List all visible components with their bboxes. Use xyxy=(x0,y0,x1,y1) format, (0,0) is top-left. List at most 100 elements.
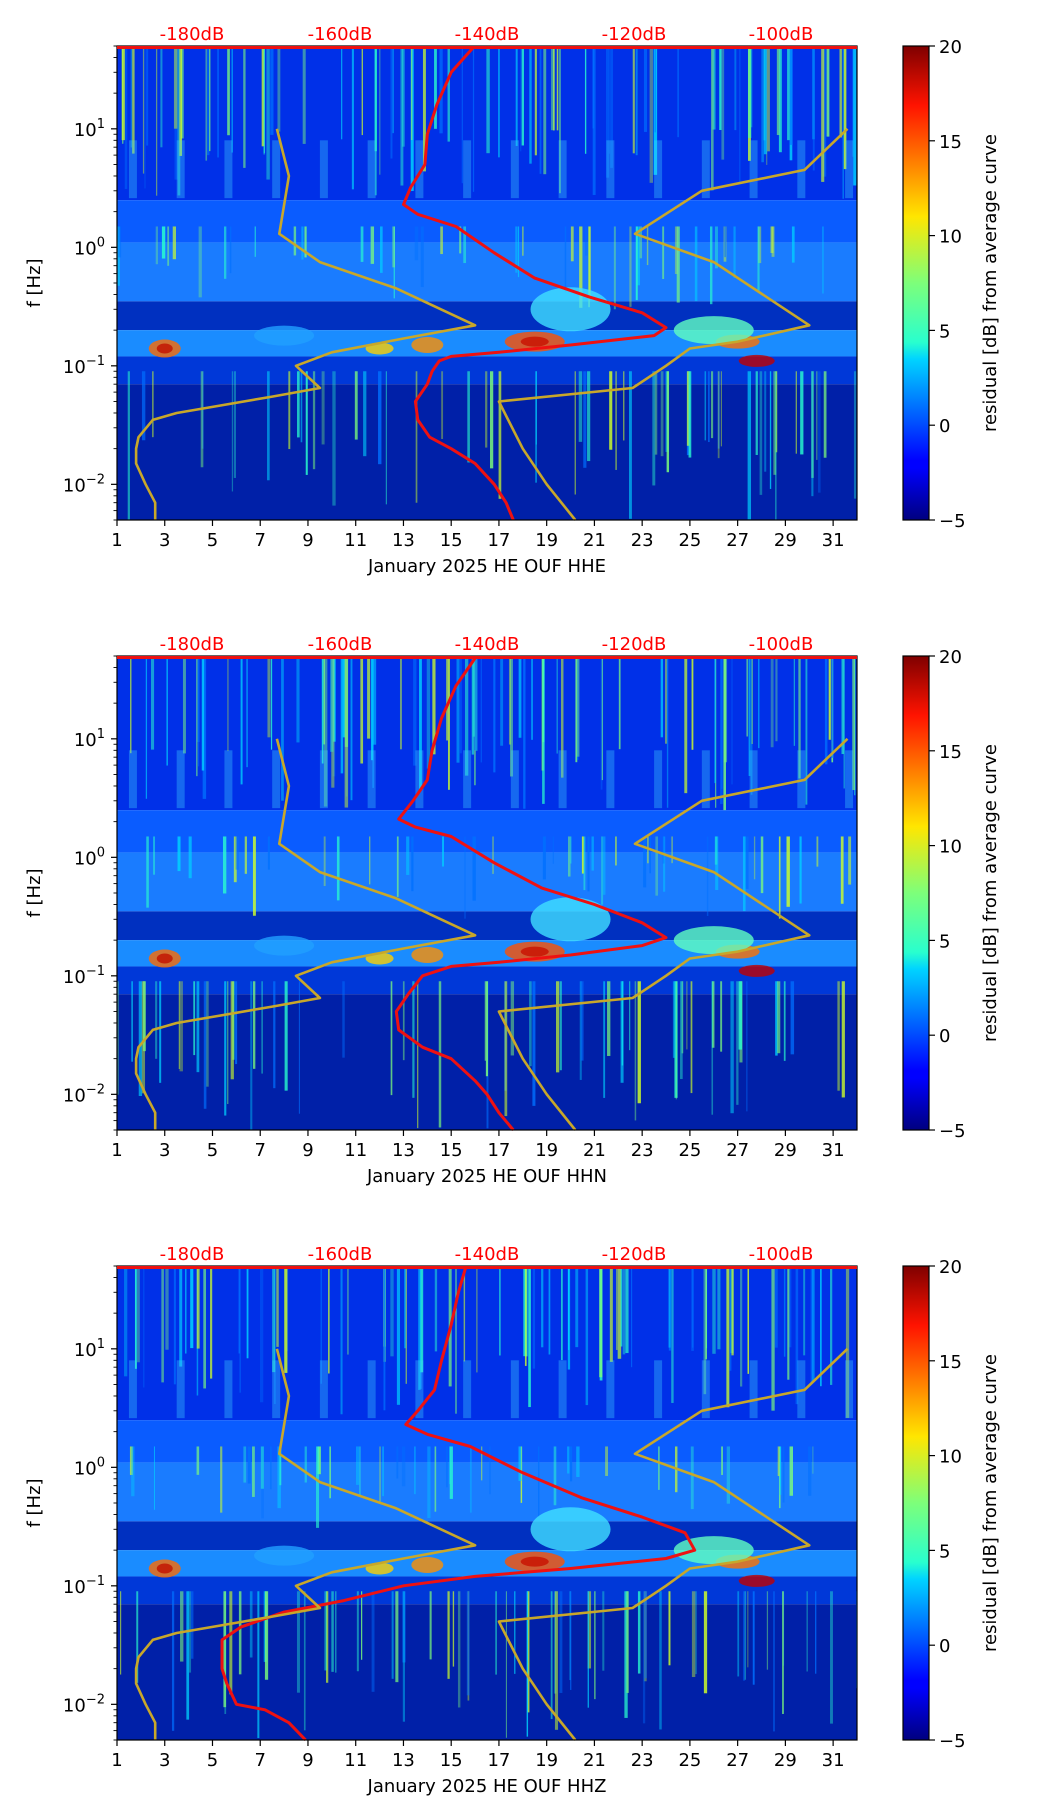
streak xyxy=(773,371,777,475)
streak xyxy=(675,981,677,1100)
streak xyxy=(550,1591,553,1720)
streak xyxy=(418,1266,421,1390)
db-label: -180dB xyxy=(160,634,225,655)
streak xyxy=(839,46,842,138)
streak xyxy=(779,1446,782,1495)
streak xyxy=(649,836,651,874)
band xyxy=(117,1462,857,1522)
y-tick-label: 101 xyxy=(74,727,105,751)
streak xyxy=(131,1446,135,1497)
streak xyxy=(824,656,828,765)
band xyxy=(117,852,857,912)
streak xyxy=(615,836,617,866)
streak xyxy=(136,1266,140,1363)
streak xyxy=(414,1446,416,1495)
streak xyxy=(763,46,767,155)
streak xyxy=(227,981,229,1105)
streak xyxy=(127,371,130,520)
streak xyxy=(806,1591,808,1672)
streak xyxy=(684,656,688,794)
streak xyxy=(332,371,336,506)
streak xyxy=(196,656,198,777)
streak xyxy=(706,836,709,916)
day-column xyxy=(558,750,567,809)
streak xyxy=(396,1266,401,1405)
colorbar-label: residual [dB] from average curve xyxy=(980,1354,1001,1652)
streak xyxy=(690,981,693,1094)
streak xyxy=(531,656,533,740)
x-tick-label: 7 xyxy=(254,1750,265,1771)
streak xyxy=(269,1446,272,1490)
streak xyxy=(848,836,852,885)
colorbar xyxy=(902,655,930,1131)
day-column xyxy=(558,140,567,199)
streak xyxy=(347,1266,349,1355)
x-tick-label: 23 xyxy=(631,530,654,551)
streak xyxy=(136,1591,139,1683)
streak xyxy=(202,656,207,799)
streak xyxy=(583,371,587,468)
streak xyxy=(124,1266,128,1377)
colorbar-tick-label: 10 xyxy=(939,837,962,858)
db-label: -120dB xyxy=(602,1244,667,1265)
streak xyxy=(166,656,168,766)
streak xyxy=(188,836,192,879)
streak xyxy=(475,656,478,751)
streak xyxy=(552,836,554,864)
x-tick-label: 9 xyxy=(302,530,313,551)
streak xyxy=(134,1266,137,1369)
streak xyxy=(671,836,673,864)
streak xyxy=(808,1446,812,1496)
streak xyxy=(238,1591,242,1675)
streak xyxy=(217,46,219,158)
streak xyxy=(777,1446,780,1477)
streak xyxy=(222,836,227,894)
x-tick-label: 29 xyxy=(774,530,797,551)
streak xyxy=(746,656,749,737)
streak xyxy=(229,1591,233,1695)
streak xyxy=(243,46,246,168)
streak xyxy=(203,1266,207,1389)
streak xyxy=(146,46,149,146)
streak xyxy=(455,1266,457,1414)
streak xyxy=(617,1266,622,1359)
streak xyxy=(766,1591,769,1670)
streak xyxy=(173,46,178,129)
streak xyxy=(504,981,508,1117)
streak xyxy=(257,1591,260,1739)
streak xyxy=(564,226,567,293)
streak xyxy=(694,226,698,302)
streak xyxy=(552,46,555,131)
streak xyxy=(587,836,590,892)
x-tick-label: 13 xyxy=(392,1750,415,1771)
streak xyxy=(747,1591,749,1668)
streak xyxy=(715,836,719,890)
colorbar-label: residual [dB] from average curve xyxy=(980,134,1001,432)
streak xyxy=(748,656,751,776)
streak xyxy=(254,226,256,257)
day-column xyxy=(701,750,710,809)
streak xyxy=(747,46,752,138)
streak xyxy=(145,656,148,799)
streak xyxy=(775,656,778,742)
x-tick-label: 17 xyxy=(487,1750,510,1771)
streak xyxy=(805,656,808,805)
colorbar-tick-label: 10 xyxy=(939,1447,962,1468)
streak xyxy=(720,371,722,447)
streak xyxy=(753,836,756,880)
streak xyxy=(726,1446,731,1504)
day-column xyxy=(845,1360,854,1419)
streak xyxy=(845,1266,850,1418)
colorbar-tick-label: 0 xyxy=(939,1026,950,1047)
streak xyxy=(695,1591,697,1675)
x-tick-label: 3 xyxy=(159,1140,170,1161)
streak xyxy=(629,981,631,1051)
day-column xyxy=(463,750,472,809)
streak xyxy=(577,656,579,760)
streak xyxy=(124,46,128,189)
streak xyxy=(599,1266,603,1378)
streak xyxy=(489,371,494,469)
y-axis-label: f [Hz] xyxy=(24,258,45,307)
streak xyxy=(605,1446,609,1476)
